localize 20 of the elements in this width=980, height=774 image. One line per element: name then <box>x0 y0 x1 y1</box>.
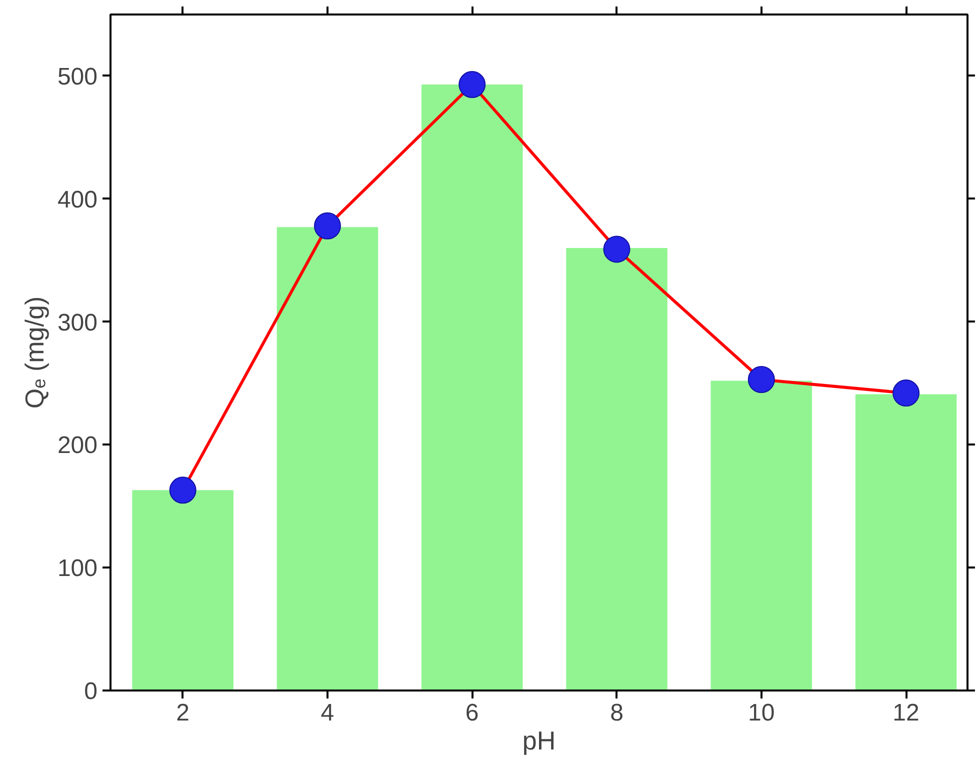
bar <box>276 227 378 690</box>
y-tick-label: 0 <box>84 678 98 705</box>
x-tick-label: 8 <box>610 700 624 726</box>
y-tick-label: 300 <box>57 309 98 336</box>
y-tick-label: 400 <box>57 186 98 214</box>
x-tick-label: 2 <box>176 700 190 726</box>
y-tick-label: 500 <box>57 63 98 90</box>
x-tick-label: 10 <box>748 700 775 726</box>
bar <box>566 248 668 690</box>
bar <box>421 84 523 690</box>
y-axis-title: Qₑ (mg/g) <box>19 296 50 409</box>
y-tick-label: 100 <box>57 555 98 582</box>
y-tick-label: 200 <box>57 432 98 460</box>
bar <box>855 394 957 690</box>
x-tick-label: 12 <box>892 700 920 726</box>
x-tick-label: 4 <box>320 700 334 726</box>
x-axis-title: pH <box>522 726 556 756</box>
bar <box>132 490 234 690</box>
x-tick-label: 6 <box>465 700 479 726</box>
bar <box>710 380 812 690</box>
